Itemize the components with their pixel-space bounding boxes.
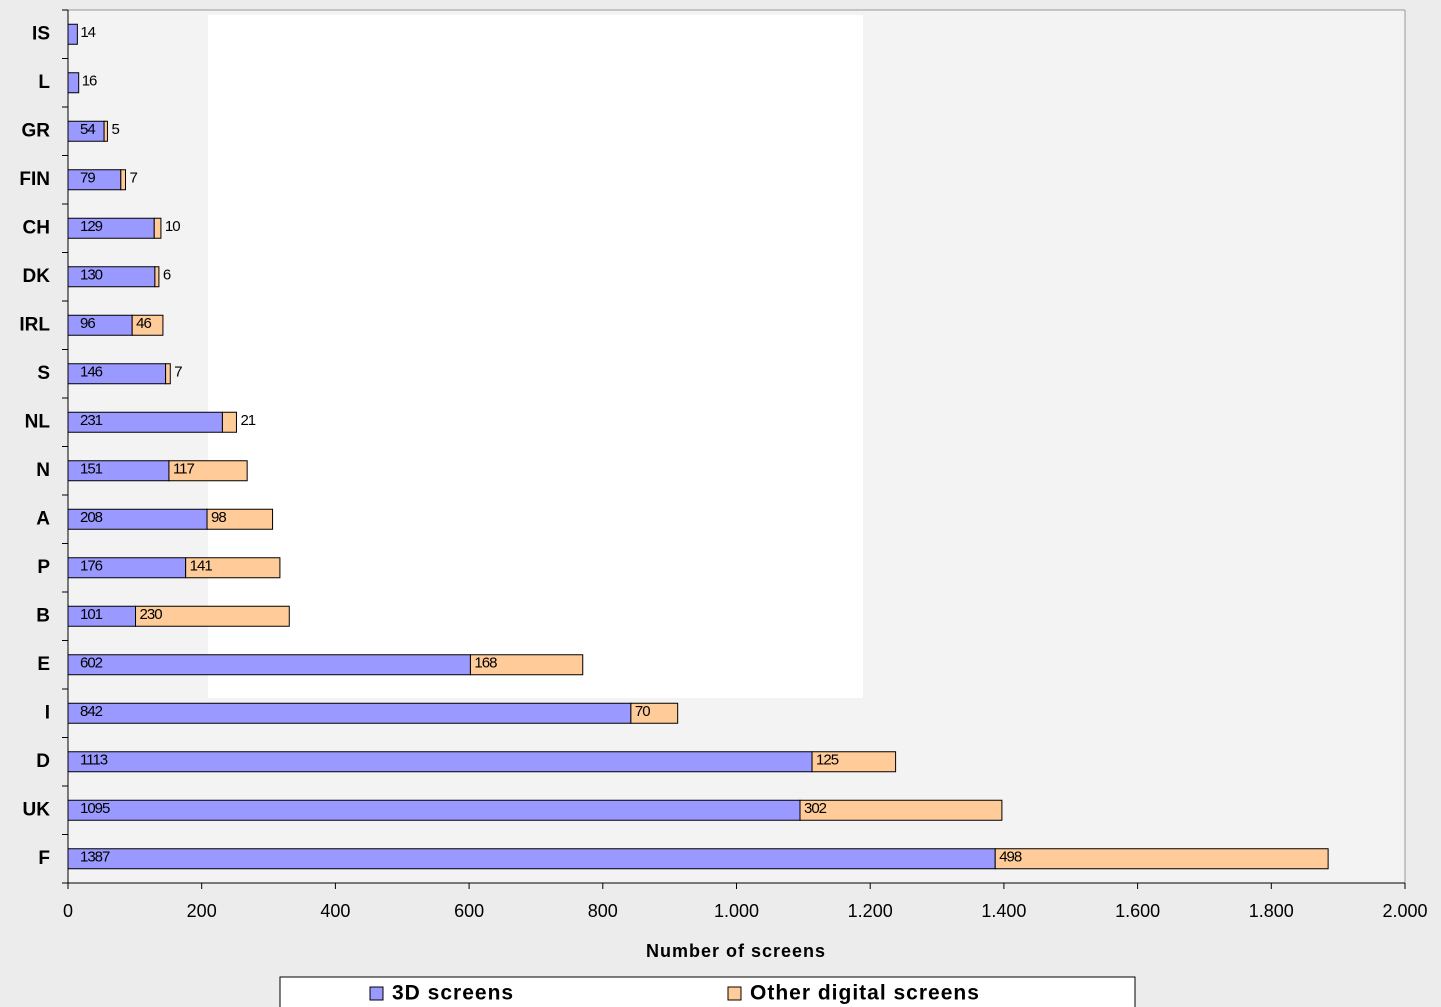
legend-swatch: [369, 986, 384, 1001]
x-tick-label: 200: [187, 901, 217, 921]
bar-segment: [206, 508, 274, 530]
legend-label: Other digital screens: [750, 982, 980, 1005]
data-label: 230: [140, 606, 163, 623]
bar-segment: [185, 557, 281, 579]
y-tick-label: GR: [22, 120, 51, 141]
bar-segment: [165, 363, 171, 385]
data-label: 125: [816, 752, 839, 769]
data-label: 168: [474, 655, 497, 672]
bar-segment: [67, 314, 133, 336]
bar-segment: [120, 169, 126, 191]
y-tick-label: I: [45, 702, 50, 723]
data-label: 79: [80, 170, 95, 187]
bar-segment: [103, 120, 108, 142]
x-tick-label: 600: [454, 901, 484, 921]
data-label: 21: [240, 412, 255, 429]
data-label: 1387: [80, 849, 110, 866]
data-label: 1095: [80, 800, 110, 817]
bar-segment: [469, 654, 584, 676]
y-tick-label: UK: [23, 799, 51, 820]
bar-segment: [799, 799, 1003, 821]
y-tick-label: F: [38, 848, 50, 869]
data-label: 6: [163, 267, 171, 284]
data-label: 498: [999, 849, 1022, 866]
data-label: 151: [80, 461, 103, 478]
x-tick-label: 1.800: [1249, 901, 1294, 921]
bar-segment: [67, 799, 801, 821]
data-label: 96: [80, 315, 95, 332]
data-label: 130: [80, 267, 103, 284]
data-label: 602: [80, 655, 103, 672]
data-label: 16: [82, 73, 97, 90]
data-label: 46: [136, 315, 151, 332]
bar-segment: [168, 460, 248, 482]
data-label: 70: [635, 703, 650, 720]
bar-segment: [135, 605, 290, 627]
legend-label: 3D screens: [392, 982, 514, 1005]
data-label: 14: [80, 24, 95, 41]
bar-segment: [994, 848, 1329, 870]
y-tick-label: DK: [23, 266, 51, 287]
data-label: 7: [129, 170, 137, 187]
y-tick-label: FIN: [19, 169, 50, 190]
data-label: 208: [80, 509, 103, 526]
bar-segment: [67, 654, 471, 676]
data-label: 129: [80, 218, 103, 235]
data-label: 117: [173, 461, 195, 478]
x-axis-title: Number of screens: [646, 941, 826, 961]
bar-segment: [131, 314, 164, 336]
bar-segment: [67, 23, 78, 45]
x-tick-label: 1.400: [981, 901, 1026, 921]
bar-segment: [67, 751, 813, 773]
y-tick-label: IS: [32, 23, 50, 44]
x-tick-label: 2.000: [1382, 901, 1427, 921]
data-label: 842: [80, 703, 103, 720]
y-tick-label: NL: [25, 411, 51, 432]
y-tick-label: CH: [23, 217, 50, 238]
data-label: 1113: [80, 752, 108, 769]
data-label: 5: [111, 121, 119, 138]
y-tick-label: S: [37, 363, 50, 384]
y-tick-label: B: [36, 605, 50, 626]
bar-segment: [67, 72, 80, 94]
x-tick-label: 0: [63, 901, 73, 921]
x-tick-label: 1.000: [714, 901, 759, 921]
bar-segment: [630, 702, 679, 724]
data-label: 7: [174, 364, 182, 381]
data-label: 101: [80, 606, 103, 623]
bar-segment: [153, 217, 162, 239]
data-label: 141: [190, 558, 213, 575]
data-label: 98: [211, 509, 226, 526]
x-tick-label: 800: [588, 901, 618, 921]
bar-segment: [67, 702, 632, 724]
y-tick-label: D: [36, 751, 50, 772]
legend-swatch: [727, 986, 742, 1001]
data-label: 54: [80, 121, 95, 138]
data-label: 231: [80, 412, 103, 429]
data-label: 146: [80, 364, 103, 381]
data-label: 176: [80, 558, 103, 575]
bar-segment: [221, 411, 237, 433]
y-tick-label: IRL: [19, 314, 50, 335]
bar-segment: [67, 848, 996, 870]
bar-segment: [811, 751, 897, 773]
x-tick-label: 1.600: [1115, 901, 1160, 921]
x-tick-label: 1.200: [848, 901, 893, 921]
plot-highlight: [208, 15, 863, 698]
legend: [279, 976, 1136, 1007]
y-tick-label: L: [38, 72, 50, 93]
y-tick-label: E: [37, 654, 50, 675]
y-tick-label: A: [36, 508, 50, 529]
data-label: 10: [165, 218, 180, 235]
x-tick-label: 400: [320, 901, 350, 921]
bar-segment: [154, 266, 160, 288]
data-label: 302: [804, 800, 827, 817]
y-tick-label: N: [36, 460, 50, 481]
y-tick-label: P: [37, 557, 50, 578]
